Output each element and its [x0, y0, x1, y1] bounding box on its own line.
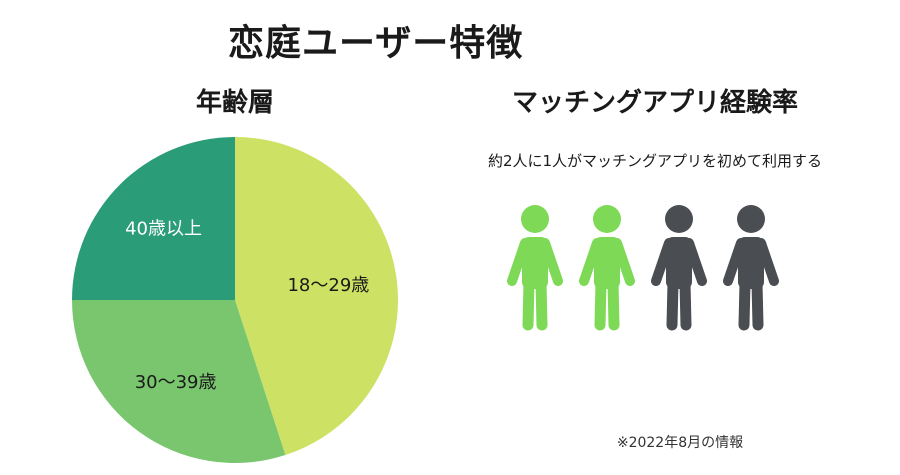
pie-chart-title: 年齢層	[195, 88, 274, 118]
people-figures	[500, 203, 800, 338]
source-note: ※2022年8月の情報	[616, 435, 744, 451]
page-title: 恋庭ユーザー特徴	[228, 23, 524, 64]
experience-title: マッチングアプリ経験率	[511, 88, 798, 118]
pie-slice-label-2: 30〜39歳	[135, 372, 217, 393]
pie-slice-1	[235, 137, 398, 456]
person-icon-first-time	[577, 203, 637, 333]
person-icon-other	[649, 203, 709, 333]
pie-slice-2	[72, 300, 286, 464]
pie-slice-3	[72, 137, 235, 300]
experience-subtitle: 約2人に1人がマッチングアプリを初めて利用する	[487, 152, 823, 170]
person-icon-first-time	[505, 203, 565, 333]
pie-slice-label-3: 40歳以上	[125, 219, 202, 240]
pie-slice-label-1: 18〜29歳	[287, 275, 369, 296]
person-icon-other	[721, 203, 781, 333]
age-pie-chart: 18〜29歳 30〜39歳 40歳以上	[72, 137, 398, 464]
